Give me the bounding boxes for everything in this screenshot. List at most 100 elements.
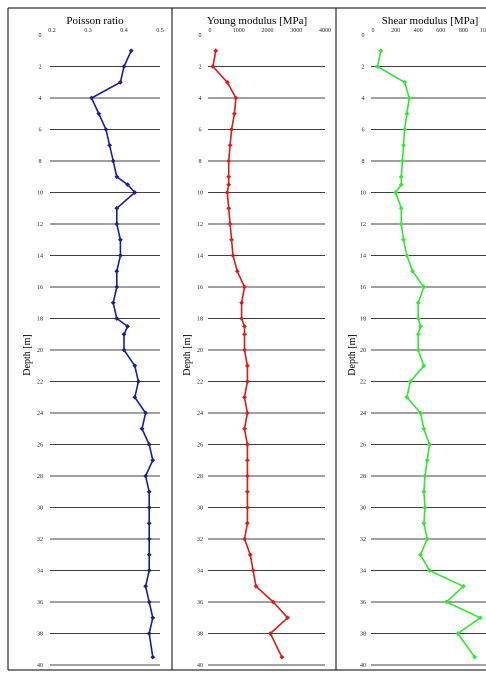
young-modulus-y-tick-label: 38 — [197, 632, 203, 638]
shear-modulus-y-tick-label: 36 — [360, 600, 366, 606]
shear-modulus-data-point — [402, 127, 408, 132]
poisson-ratio-data-point — [143, 473, 148, 479]
poisson-ratio-data-point — [121, 64, 127, 69]
shear-modulus-data-point — [407, 379, 413, 384]
shear-modulus-data-point — [421, 426, 427, 432]
young-modulus-data-point — [244, 489, 250, 495]
poisson-ratio-y-tick-label: 14 — [37, 254, 43, 260]
poisson-ratio-data-point — [132, 394, 138, 400]
shear-modulus-y-tick-label: 20 — [360, 348, 366, 354]
young-modulus-y-tick-label: 28 — [197, 474, 203, 480]
young-modulus-data-point — [242, 536, 247, 542]
shear-modulus-x-tick-label: 1000 — [480, 28, 486, 34]
young-modulus-data-point — [239, 300, 245, 306]
young-modulus-data-point — [267, 631, 273, 636]
poisson-ratio-data-point — [150, 654, 156, 660]
poisson-ratio-y-tick-label: 18 — [37, 317, 43, 323]
young-modulus-data-point — [242, 331, 247, 337]
poisson-ratio-x-tick-label: 0.2 — [48, 28, 56, 34]
young-modulus-y-tick-label: 30 — [197, 506, 203, 512]
young-modulus-y-tick-label: 6 — [199, 128, 202, 134]
shear-modulus-x-tick-label: 800 — [459, 28, 468, 34]
poisson-ratio-data-point — [146, 631, 152, 636]
shear-modulus-data-point — [421, 284, 427, 290]
shear-modulus-data-point — [477, 615, 483, 621]
poisson-ratio-data-point — [146, 442, 152, 447]
young-modulus-data-point — [232, 111, 237, 117]
young-modulus-data-point — [250, 568, 256, 573]
young-modulus-plot — [210, 48, 291, 660]
poisson-ratio-title: Poisson ratio — [66, 15, 124, 27]
shear-modulus-y-tick-label: 38 — [360, 632, 366, 638]
poisson-ratio-data-point — [110, 158, 116, 164]
poisson-ratio-data-point — [128, 48, 134, 54]
young-modulus-data-point — [270, 599, 276, 605]
shear-modulus-data-point — [393, 190, 398, 195]
poisson-ratio-data-point — [114, 205, 120, 211]
poisson-ratio-y-tick-label: 0 — [39, 33, 42, 39]
young-modulus-y-tick-label: 20 — [197, 348, 203, 354]
young-modulus-data-point — [227, 221, 233, 227]
young-modulus-data-point — [233, 95, 239, 101]
poisson-ratio-data-point — [114, 221, 120, 227]
shear-modulus-grid — [371, 66, 486, 666]
poisson-ratio-y-tick-label: 12 — [37, 222, 43, 228]
poisson-ratio-data-point — [132, 190, 138, 195]
shear-modulus-y-tick-label: 16 — [360, 285, 366, 291]
shear-modulus-data-point — [404, 111, 410, 117]
young-modulus-data-point — [244, 473, 250, 479]
shear-modulus-data-point — [404, 253, 410, 258]
young-modulus-data-point — [242, 347, 247, 353]
poisson-ratio-y-tick-label: 16 — [37, 285, 43, 291]
poisson-ratio-data-point — [103, 127, 109, 132]
poisson-ratio-y-tick-label: 30 — [37, 506, 43, 512]
shear-modulus-data-point — [418, 410, 423, 416]
poisson-ratio-data-point — [132, 363, 138, 369]
young-modulus-data-point — [213, 48, 219, 54]
shear-modulus-y-tick-label: 0 — [362, 33, 365, 39]
shear-modulus-y-tick-label: 8 — [362, 159, 365, 165]
young-modulus-x-tick-label: 0 — [209, 28, 212, 34]
young-modulus-data-point — [244, 520, 250, 526]
shear-modulus-y-tick-label: 10 — [360, 191, 366, 197]
shear-modulus-data-point — [421, 489, 427, 495]
young-modulus-y-tick-label: 16 — [197, 285, 203, 291]
shear-modulus-data-point — [398, 205, 404, 211]
shear-modulus-data-point — [422, 505, 428, 510]
shear-modulus-data-point — [401, 142, 406, 148]
poisson-ratio-panel: Poisson ratio Depth [m] 0.2 0.3 0.4 0.5 024… — [22, 15, 164, 669]
poisson-ratio-y-tick-label: 4 — [39, 96, 42, 102]
shear-modulus-data-point — [398, 174, 404, 180]
poisson-ratio-data-point — [150, 615, 156, 621]
shear-modulus-y-tick-label: 26 — [360, 443, 366, 449]
young-modulus-data-point — [242, 394, 247, 400]
poisson-ratio-y-tick-label: 22 — [37, 380, 43, 386]
young-modulus-data-point — [247, 552, 253, 558]
young-modulus-data-point — [285, 615, 291, 621]
poisson-ratio-x-tick-label: 0.3 — [84, 28, 92, 34]
poisson-ratio-data-point — [110, 300, 116, 306]
young-modulus-y-tick-label: 12 — [197, 222, 203, 228]
young-modulus-x-tick-label: 1000 — [233, 28, 245, 34]
young-modulus-x-tick-label: 3000 — [290, 28, 302, 34]
shear-modulus-x-ticks: 0 200 400 600 800 1000 — [372, 28, 486, 34]
shear-modulus-data-point — [427, 442, 432, 447]
shear-modulus-data-point — [404, 394, 410, 400]
poisson-ratio-x-ticks: 0.2 0.3 0.4 0.5 — [48, 28, 164, 34]
poisson-ratio-data-point — [143, 410, 148, 416]
poisson-ratio-x-tick-label: 0.4 — [120, 28, 128, 34]
shear-modulus-data-point — [418, 552, 423, 558]
young-modulus-y-tick-label: 14 — [197, 254, 203, 260]
shear-modulus-data-point — [424, 457, 430, 463]
poisson-ratio-y-tick-label: 20 — [37, 348, 43, 354]
young-modulus-data-point — [224, 190, 230, 195]
shear-modulus-y-tick-label: 24 — [360, 411, 366, 417]
shear-modulus-data-point — [421, 520, 427, 526]
young-modulus-data-point — [244, 457, 250, 463]
shear-modulus-data-point — [398, 221, 404, 227]
poisson-ratio-data-point — [118, 253, 123, 258]
young-modulus-x-tick-label: 4000 — [319, 28, 331, 34]
